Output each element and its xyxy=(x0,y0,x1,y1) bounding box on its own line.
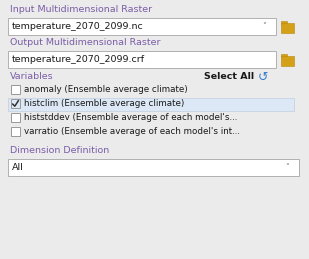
Text: ˅: ˅ xyxy=(285,163,289,172)
Bar xyxy=(8,98,294,111)
Bar xyxy=(281,56,294,66)
Text: Variables: Variables xyxy=(10,72,54,81)
Bar xyxy=(11,85,20,94)
Bar xyxy=(8,159,299,176)
Text: ˅: ˅ xyxy=(262,22,266,31)
Bar xyxy=(11,99,20,108)
Bar xyxy=(11,113,20,122)
Text: histstddev (Ensemble average of each model's...: histstddev (Ensemble average of each mod… xyxy=(24,113,237,122)
Bar xyxy=(281,21,287,24)
Bar xyxy=(11,127,20,136)
Bar xyxy=(8,51,276,68)
Text: Select All: Select All xyxy=(204,72,254,81)
Text: ↺: ↺ xyxy=(258,71,269,84)
Bar xyxy=(281,23,294,33)
Bar xyxy=(281,54,287,57)
Text: Dimension Definition: Dimension Definition xyxy=(10,146,109,155)
Text: Input Multidimensional Raster: Input Multidimensional Raster xyxy=(10,5,152,14)
Text: temperature_2070_2099.nc: temperature_2070_2099.nc xyxy=(12,22,144,31)
Text: Output Multidimensional Raster: Output Multidimensional Raster xyxy=(10,38,160,47)
Text: varratio (Ensemble average of each model's int...: varratio (Ensemble average of each model… xyxy=(24,127,240,136)
Text: anomaly (Ensemble average climate): anomaly (Ensemble average climate) xyxy=(24,85,188,94)
Bar xyxy=(8,18,276,35)
Text: histclim (Ensemble average climate): histclim (Ensemble average climate) xyxy=(24,99,184,108)
Text: temperature_2070_2099.crf: temperature_2070_2099.crf xyxy=(12,55,145,64)
Text: All: All xyxy=(12,163,24,172)
